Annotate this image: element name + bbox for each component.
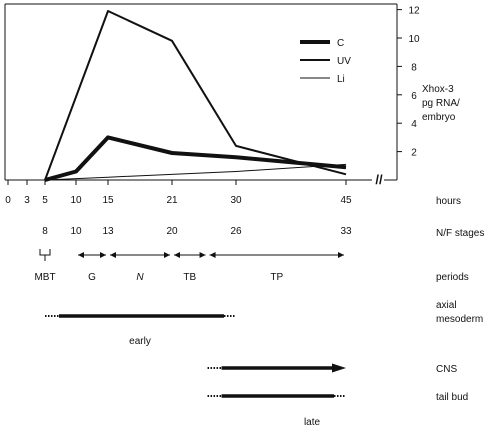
period-label: TB — [183, 272, 196, 283]
series-line-li — [44, 163, 347, 181]
periods-row-label: periods — [436, 272, 469, 283]
period-arrowhead-left — [174, 252, 180, 258]
period-arrowhead-right — [338, 252, 344, 258]
x-tick-label: 3 — [24, 195, 30, 206]
late-expression: CNS tail bud late — [207, 363, 468, 428]
period-label: N — [136, 272, 144, 283]
domain-label: axial — [436, 300, 457, 311]
period-label: G — [88, 272, 96, 283]
period-arrowhead-right — [100, 252, 106, 258]
period-label: TP — [270, 272, 283, 283]
early-caption: early — [129, 336, 151, 347]
series-line-c — [44, 135, 347, 182]
legend-label: UV — [337, 56, 351, 67]
data-series — [44, 10, 347, 182]
x-axis-unit-label: hours — [436, 196, 461, 207]
y-tick-label: 12 — [408, 6, 420, 17]
stage-label: 10 — [70, 226, 82, 237]
x-tick-label: 10 — [70, 195, 82, 206]
domain-label: tail bud — [436, 392, 468, 403]
x-tick-label: 15 — [102, 195, 114, 206]
early-expression: axial mesoderm early — [45, 300, 483, 347]
y-axis-label-line: pg RNA/ — [422, 98, 460, 109]
axis-break-marker: // — [375, 172, 383, 187]
series-line-uv — [44, 10, 347, 181]
plot-frame: // — [4, 3, 398, 187]
legend-label: Li — [337, 74, 345, 85]
period-arrowhead-left — [78, 252, 84, 258]
y-axis-label: Xhox-3 pg RNA/embryo — [422, 84, 460, 123]
legend: C UV Li — [300, 38, 351, 85]
x-axis: 0 3 5 10 15 21 30 45 — [5, 180, 352, 206]
y-axis: 2 4 6 8 10 12 — [397, 6, 420, 159]
stage-label: 13 — [102, 226, 114, 237]
x-tick-label: 21 — [166, 195, 178, 206]
domain-label: CNS — [436, 364, 457, 375]
stages-row-label: N/F stages — [436, 228, 484, 239]
y-tick-label: 10 — [408, 34, 420, 45]
x-tick-label: 5 — [42, 195, 48, 206]
period-arrowhead-left — [209, 252, 216, 258]
stage-label: 20 — [166, 226, 178, 237]
y-axis-label-line: Xhox-3 — [422, 84, 454, 95]
y-tick-label: 4 — [411, 119, 417, 130]
x-tick-label: 30 — [230, 195, 242, 206]
legend-label: C — [337, 38, 344, 49]
domain-bar-arrowhead — [332, 363, 346, 373]
periods-row: MBT G N TB TP — [34, 249, 344, 283]
y-tick-label: 6 — [411, 91, 417, 102]
period-arrowhead-right — [164, 252, 170, 258]
y-tick-label: 2 — [411, 148, 417, 159]
y-tick-label: 8 — [411, 62, 417, 73]
stage-label: 8 — [42, 226, 48, 237]
stage-label: 26 — [230, 226, 242, 237]
stages-row: 8 10 13 20 26 33 — [42, 226, 352, 237]
period-arrowhead-right — [199, 252, 206, 258]
x-tick-label: 45 — [340, 195, 352, 206]
period-label: MBT — [34, 272, 55, 283]
late-caption: late — [304, 417, 321, 428]
period-arrowhead-left — [110, 252, 116, 258]
y-axis-label-line: embryo — [422, 112, 456, 123]
x-tick-label: 0 — [5, 195, 11, 206]
mbt-marker — [39, 249, 51, 261]
domain-label: mesoderm — [436, 314, 483, 325]
stage-label: 33 — [340, 226, 352, 237]
